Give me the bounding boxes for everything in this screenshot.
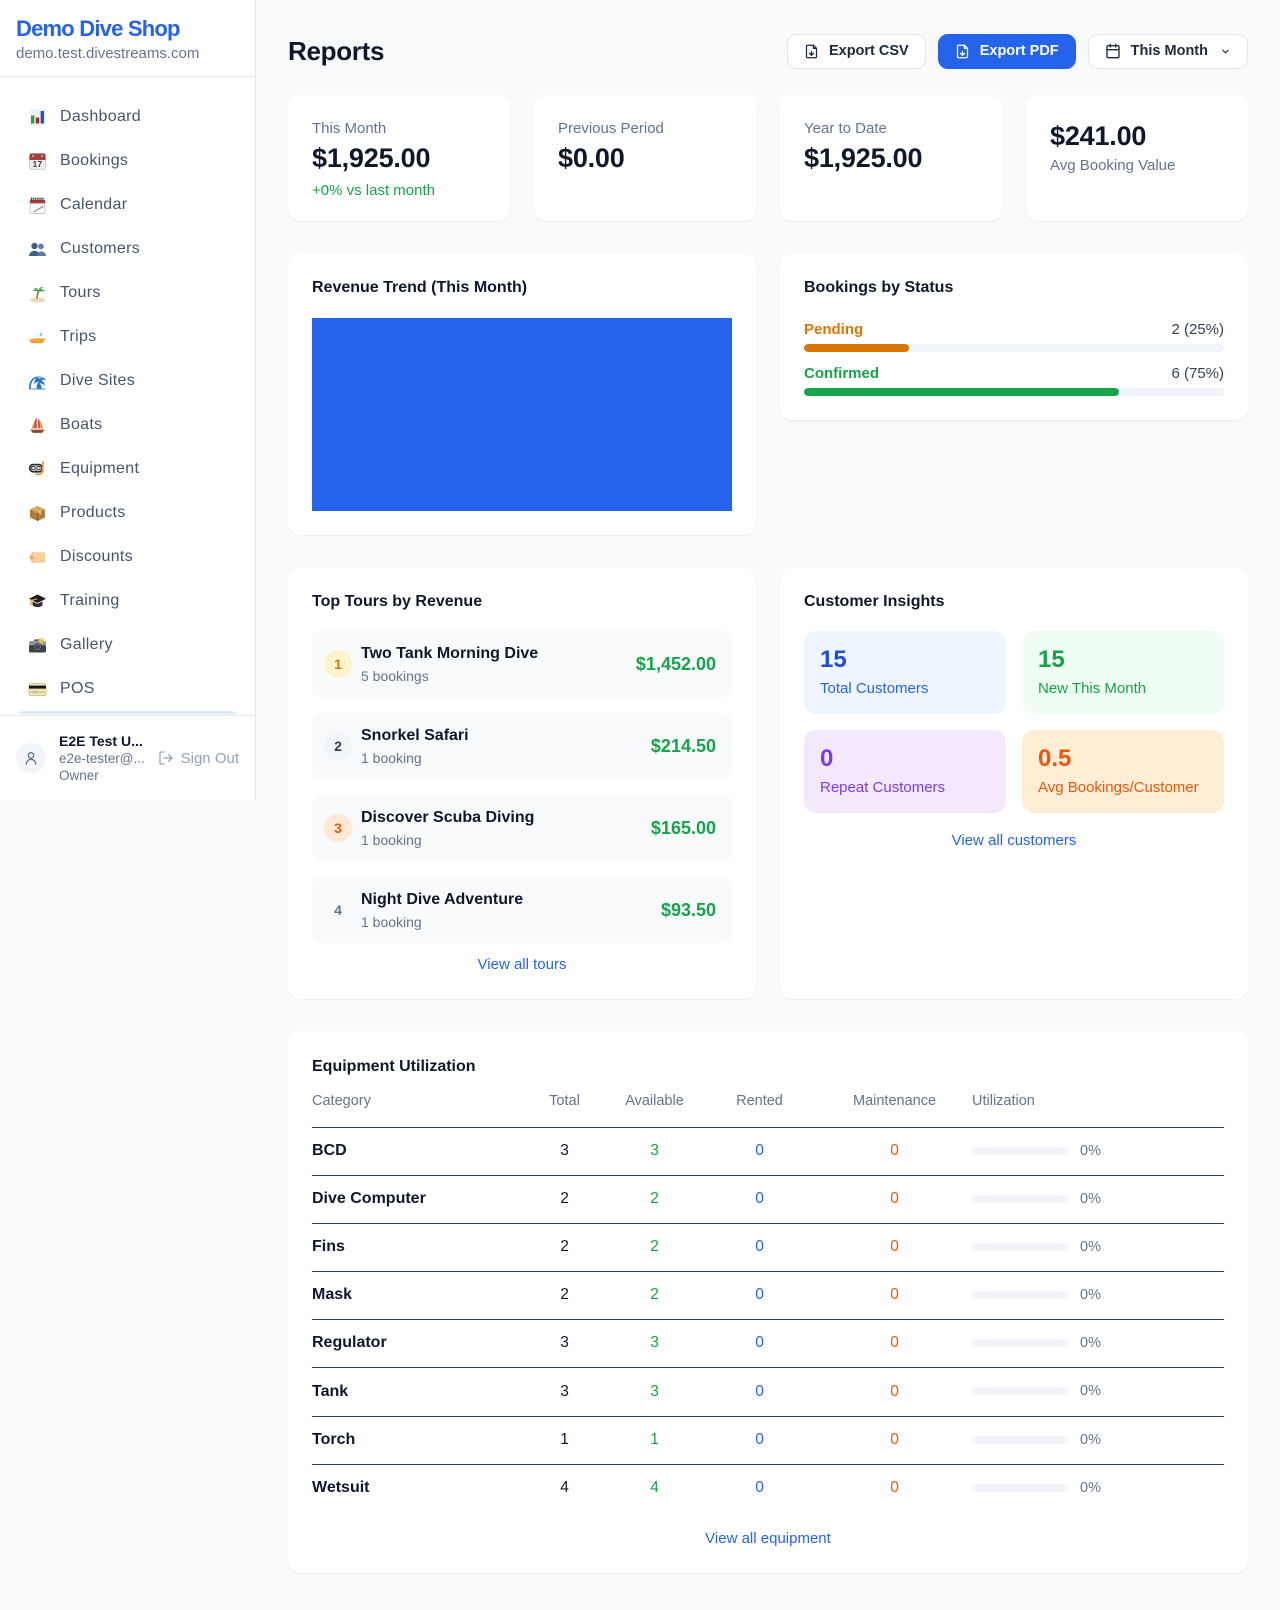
svg-text:17: 17	[33, 160, 43, 169]
